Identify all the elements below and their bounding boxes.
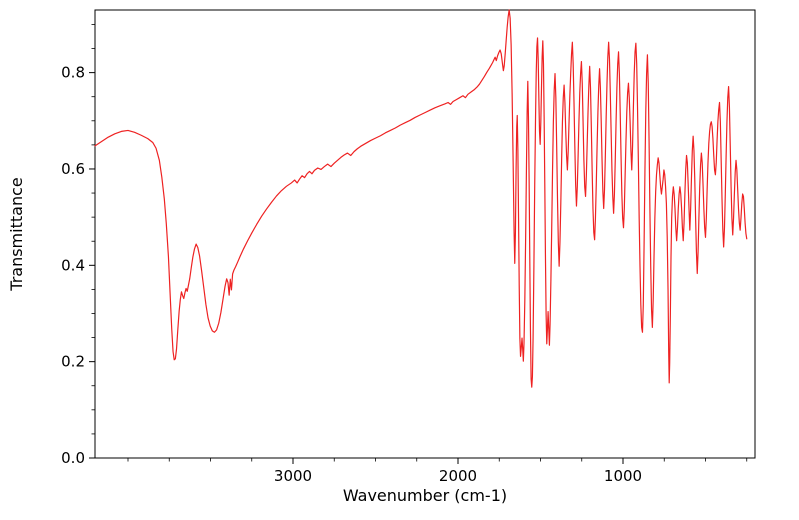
axis-major-ticks — [89, 72, 624, 464]
x-tick-label: 3000 — [274, 467, 312, 485]
y-tick-label: 0.0 — [61, 449, 85, 467]
x-tick-label: 2000 — [439, 467, 477, 485]
y-tick-label: 0.6 — [61, 160, 85, 178]
axis-minor-ticks — [91, 24, 748, 462]
y-tick-label: 0.2 — [61, 353, 85, 371]
x-axis-label: Wavenumber (cm-1) — [343, 486, 507, 505]
plot-border — [94, 9, 756, 459]
x-tick-label: 1000 — [604, 467, 642, 485]
spectrum-line — [94, 9, 748, 388]
y-axis-label: Transmittance — [7, 177, 26, 291]
y-tick-label: 0.4 — [61, 256, 85, 274]
y-tick-label: 0.8 — [61, 64, 85, 82]
axis-tick-labels: 3000 2000 1000 0.0 0.2 0.4 0.6 0.8 — [61, 64, 642, 485]
